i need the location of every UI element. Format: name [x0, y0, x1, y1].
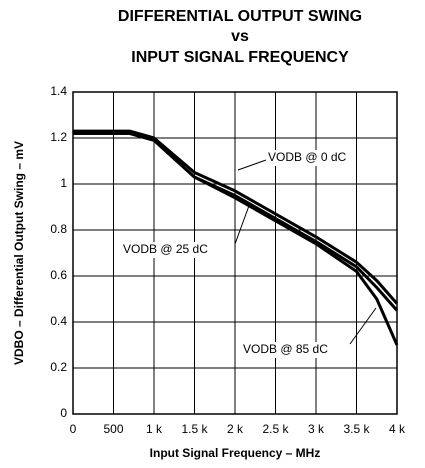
x-tick-label: 500	[103, 422, 123, 436]
label-leader	[349, 307, 377, 345]
x-tick-label: 0	[70, 422, 77, 436]
series-label: VODB @ 85 dC	[243, 342, 328, 356]
chart-title: DIFFERENTIAL OUTPUT SWING	[118, 8, 362, 25]
y-tick-label: 1.2	[50, 130, 67, 144]
x-tick-label: 3 k	[308, 422, 325, 436]
y-tick-label: 0.4	[50, 314, 67, 328]
x-tick-label: 2.5 k	[262, 422, 289, 436]
chart-title: vs	[231, 28, 249, 45]
series-line	[73, 129, 399, 305]
x-tick-label: 1 k	[146, 422, 163, 436]
label-bg	[266, 150, 352, 166]
plot-border	[72, 91, 398, 415]
label-bg	[121, 242, 214, 258]
chart-title: INPUT SIGNAL FREQUENCY	[131, 49, 349, 66]
y-tick-label: 0.6	[50, 268, 67, 282]
x-tick-label: 3.5 k	[343, 422, 370, 436]
x-tick-label: 2 k	[227, 422, 244, 436]
y-tick-label: 0	[60, 406, 67, 420]
label-leader	[234, 202, 251, 245]
y-tick-label: 1.4	[50, 84, 67, 98]
label-bg	[241, 342, 334, 358]
y-tick-label: 1	[60, 176, 67, 190]
label-leader	[237, 159, 267, 171]
x-tick-label: 4 k	[389, 422, 406, 436]
y-axis-label: VDBO – Differential Output Swing – mV	[12, 141, 26, 365]
y-tick-label: 0.2	[50, 360, 67, 374]
series-line	[73, 131, 399, 346]
series-label: VODB @ 25 dC	[123, 242, 208, 256]
series-label: VODB @ 0 dC	[268, 150, 347, 164]
y-tick-label: 0.8	[50, 222, 67, 236]
x-axis-label: Input Signal Frequency – MHz	[150, 446, 321, 460]
x-tick-label: 1.5 k	[181, 422, 208, 436]
